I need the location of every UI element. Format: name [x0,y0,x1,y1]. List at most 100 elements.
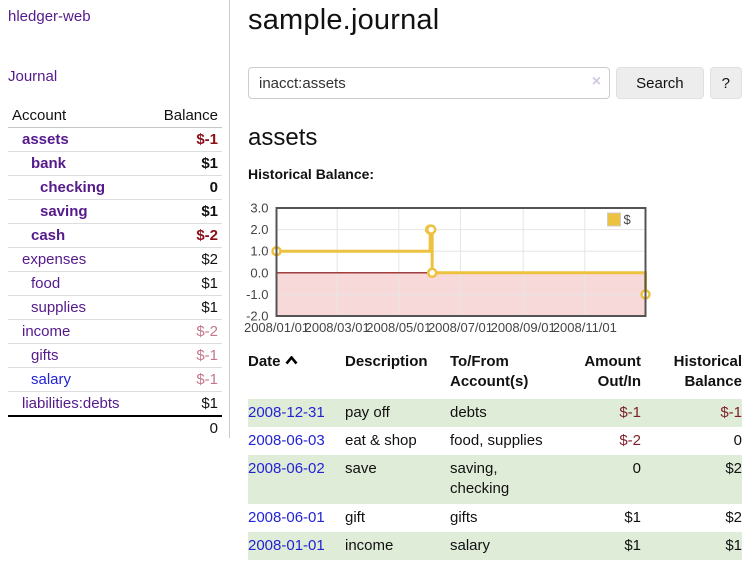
account-row: bank $1 [8,151,222,176]
search-input[interactable] [248,67,611,99]
y-tick-label: 1.0 [250,244,268,259]
header-description: Description [345,353,428,370]
transactions-table: Date Description To/From Account(s) Amou… [248,350,742,560]
search-box: × [248,67,611,99]
transaction-accounts: gifts [450,508,478,526]
transaction-balance: $-1 [720,403,742,421]
account-name-cell: income [8,319,149,344]
header-date[interactable]: Date [248,350,345,399]
account-balance: $1 [148,199,222,224]
plot-border [275,207,647,317]
transaction-amount: 0 [632,460,641,477]
sidebar: hledger-web Journal Account Balance asse… [8,8,222,440]
account-row: food $1 [8,271,222,296]
account-row: supplies $1 [8,295,222,320]
account-name-cell: bank [8,151,149,176]
transaction-date-link[interactable]: 2008-06-02 [248,460,325,477]
spacer [8,415,149,440]
chart-heading: Historical Balance: [248,166,375,182]
account-balance: 0 [148,175,222,200]
account-row: saving $1 [8,199,222,224]
accounts-total-balance: 0 [148,415,222,440]
account-balance: $-1 [148,343,222,368]
transaction-description: pay off [345,403,390,421]
x-tick-label: 2008/11/01 [553,320,617,335]
account-link-bank[interactable]: bank [31,155,67,172]
transaction-description: gift [345,508,366,526]
transaction-row[interactable]: 2008-06-02 save saving, checking 0 $2 [248,455,742,504]
account-balance: $1 [148,271,222,296]
transaction-date-cell: 2008-12-31 [248,399,345,427]
y-tick-label: -2.0 [246,309,268,324]
transaction-row[interactable]: 2008-06-01 gift gifts $1 $2 [248,504,742,532]
data-point-marker [425,224,437,235]
account-balance: $1 [148,391,222,417]
account-name-cell: checking [8,175,149,200]
sidebar-item-journal[interactable]: Journal [8,68,58,85]
y-tick-label: 2.0 [250,222,268,237]
x-tick-label: 2008/09/01 [491,320,556,335]
transaction-balance: $1 [725,536,742,554]
transaction-row[interactable]: 2008-06-03 eat & shop food, supplies $-2 0 [248,427,742,455]
transaction-date-cell: 2008-06-03 [248,427,345,455]
sidebar-divider [229,0,230,438]
account-link-food[interactable]: food [31,275,61,292]
account-link-supplies[interactable]: supplies [31,299,87,316]
x-tick-label: 2008/07/01 [428,320,493,335]
account-link-checking[interactable]: checking [40,179,106,196]
transaction-balance: $2 [725,460,742,477]
account-balance: $1 [148,151,222,176]
transactions-body: 2008-12-31 pay off debts $-1 $-1 2008-06-03 ea… [248,398,742,560]
sort-ascending-icon [285,355,298,365]
account-name-cell: saving [8,199,149,224]
account-title: assets [248,124,318,151]
transaction-date-link[interactable]: 2008-01-01 [248,536,325,554]
account-balance: $-2 [148,319,222,344]
header-balance: Historical Balance [673,353,742,391]
account-link-cash[interactable]: cash [31,227,66,244]
transaction-description: income [345,536,394,554]
transaction-date-link[interactable]: 2008-06-03 [248,431,325,449]
account-balance: $-1 [148,367,222,392]
search-form: × Search ? [248,67,742,99]
y-tick-label: -1.0 [246,287,268,302]
transaction-date-cell: 2008-06-02 [248,455,345,504]
y-tick-label: 3.0 [250,201,268,216]
transactions-header-row: Date Description To/From Account(s) Amou… [248,350,742,399]
account-link-gifts[interactable]: gifts [31,347,59,364]
transaction-date-link[interactable]: 2008-06-01 [248,508,325,526]
account-balance: $-1 [148,127,222,152]
account-link-liabilities-debts[interactable]: liabilities:debts [22,395,120,412]
account-row: income $-2 [8,319,222,344]
accounts-header-account: Account [8,104,149,128]
help-button[interactable]: ? [709,67,742,99]
transaction-date-cell: 2008-01-01 [248,532,345,560]
search-button[interactable]: Search [616,67,704,99]
clear-search-icon[interactable]: × [591,73,602,90]
account-link-assets[interactable]: assets [22,131,69,148]
account-row: gifts $-1 [8,343,222,368]
transaction-balance: 0 [733,431,742,449]
transaction-amount: $-1 [619,403,641,421]
transaction-row[interactable]: 2008-01-01 income salary $1 $1 [248,531,742,560]
transaction-row[interactable]: 2008-12-31 pay off debts $-1 $-1 [248,398,742,427]
data-point-marker [426,267,438,279]
account-row: assets $-1 [8,127,222,152]
account-link-income[interactable]: income [22,323,71,340]
account-row: cash $-2 [8,223,222,248]
main-content: sample.journal × Search ? assets Histori… [244,4,742,560]
page-title: sample.journal [248,4,440,36]
account-row: expenses $2 [8,247,222,272]
transaction-balance: $2 [725,508,742,526]
app-title-link[interactable]: hledger-web [8,8,91,25]
account-name-cell: expenses [8,247,149,272]
transaction-date-link[interactable]: 2008-12-31 [248,403,325,421]
legend-swatch [607,212,621,227]
transaction-amount: $1 [624,508,641,526]
account-link-saving[interactable]: saving [40,203,88,220]
account-link-expenses[interactable]: expenses [22,251,87,268]
account-row: salary $-1 [8,367,222,392]
account-link-salary[interactable]: salary [31,371,72,388]
account-row: checking 0 [8,175,222,200]
header-accounts: To/From Account(s) [450,353,529,391]
